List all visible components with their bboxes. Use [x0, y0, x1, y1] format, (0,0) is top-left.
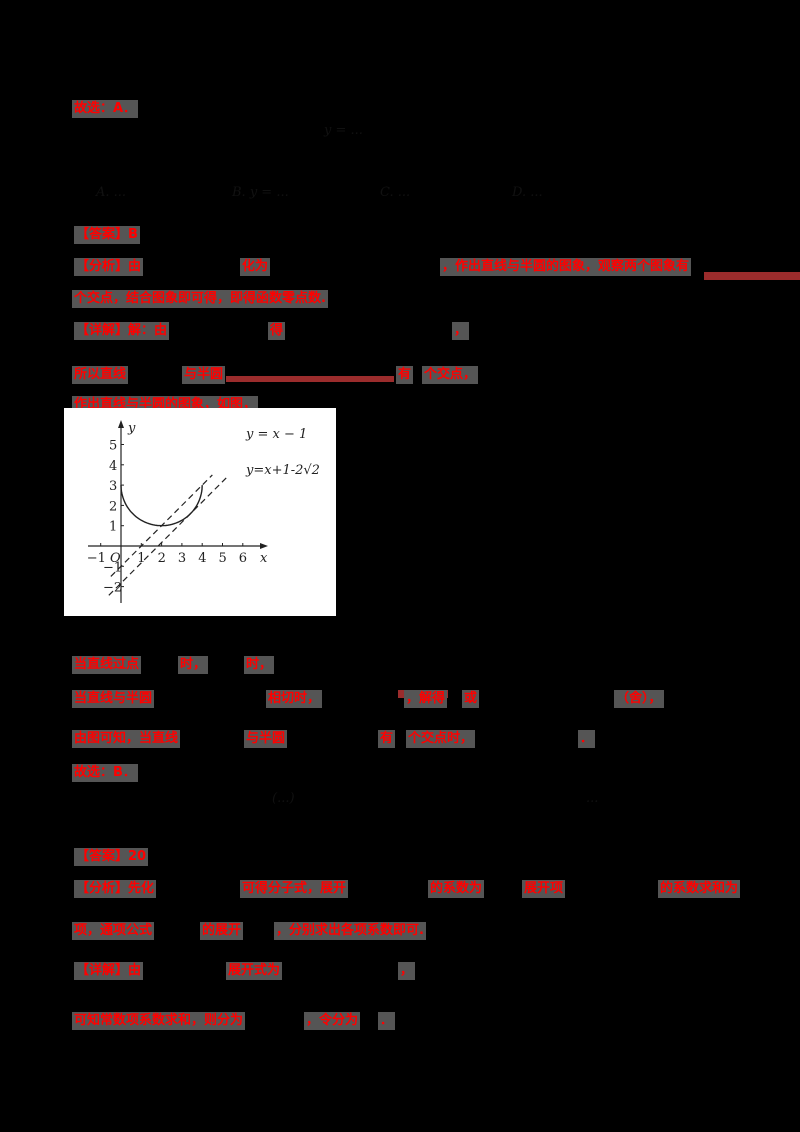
q2-tangent-h: （舍）， — [614, 690, 664, 708]
q2-detail-e: 与半圆 — [182, 366, 226, 384]
q3-analysis-a: 【分析】先化 — [74, 880, 157, 898]
label-line-1: y = x − 1 — [245, 427, 307, 442]
q2-detail-c: ， — [452, 322, 470, 340]
q2-conclusion-c: 有 — [378, 730, 396, 748]
q3-question-tail: ... — [586, 791, 599, 806]
x-tick-label: −1 — [87, 551, 106, 566]
q3-analysis-f: 项，通项公式 — [72, 922, 155, 940]
line-y-x-plus-1-minus-2root2 — [108, 477, 227, 596]
q3-answer: 【答案】20 — [74, 848, 149, 866]
q3-analysis-d: 展开项 — [522, 880, 566, 898]
q2-answer-choice: 故选：B． — [72, 764, 138, 782]
q2-conclusion-a: 由图可知，当直线 — [72, 730, 181, 748]
function-graph: y x O −1 1 2 3 4 5 6 −2 −1 1 2 3 4 5 y = x − 1 y=x+1… — [64, 408, 336, 616]
origin-label: O — [110, 551, 121, 566]
q2-conclusion-e: ． — [578, 730, 596, 748]
y-axis-arrow — [118, 420, 124, 428]
q2-tangent-e: 相切时， — [266, 690, 323, 708]
q2-conclusion-b: 与半圆 — [244, 730, 288, 748]
q2-analysis-c: ，作出直线与半圆的图象，观察两个图象有 — [440, 258, 692, 276]
y-tick-label: 5 — [109, 439, 117, 454]
q3-analysis-e: 的系数求和为 — [658, 880, 741, 898]
x-tick-label: 1 — [137, 551, 145, 566]
q1-option-a: A. ... — [96, 185, 127, 200]
q2-detail-d: 所以直线 — [72, 366, 129, 384]
q3-detail-b: 展开式为 — [226, 962, 283, 980]
q2-tangent-f: ，解得 — [404, 690, 448, 708]
highlight-bar — [704, 272, 800, 280]
line-y-x-minus-1 — [110, 474, 213, 577]
q2-detail-a: 【详解】解：由 — [74, 322, 170, 340]
q3-detail-f: ． — [378, 1012, 396, 1030]
q3-analysis-b: 可得分子式，展开 — [240, 880, 349, 898]
y-tick-label: −2 — [103, 581, 122, 596]
q1-option-d: D. ... — [512, 185, 543, 200]
q2-answer: 【答案】B — [74, 226, 140, 244]
q2-conclusion-d: 个交点时， — [406, 730, 476, 748]
y-axis-label: y — [127, 421, 136, 436]
y-tick-label: 4 — [109, 459, 117, 474]
q1-formula-top: y = ... — [324, 123, 363, 138]
y-tick-label: 2 — [109, 499, 117, 514]
y-tick-label: 3 — [109, 479, 117, 494]
q2-analysis-a: 【分析】由 — [74, 258, 144, 276]
q2-tangent-d: 当直线与半圆 — [72, 690, 155, 708]
q1-answer-choice: 故选：A． — [72, 100, 139, 118]
x-axis-label: x — [260, 551, 268, 566]
q1-option-c: C. ... — [380, 185, 411, 200]
x-tick-label: 4 — [198, 551, 206, 566]
q3-detail-d: 可知常数项系数求和，则分为 — [72, 1012, 246, 1030]
x-tick-label: 5 — [219, 551, 227, 566]
q3-detail-c: ， — [398, 962, 416, 980]
label-line-2: y=x+1-2√2 — [245, 463, 320, 478]
q3-question-formula: (...) — [272, 791, 295, 806]
q3-analysis-g: 的展开 — [200, 922, 244, 940]
highlight-bar — [226, 376, 394, 382]
q3-detail-a: 【详解】由 — [74, 962, 144, 980]
q2-tangent-g: 或 — [462, 690, 480, 708]
x-axis-arrow — [260, 543, 268, 549]
q2-detail-b: 得 — [268, 322, 286, 340]
y-tick-label: −1 — [103, 560, 122, 575]
q2-detail-g: 个交点， — [422, 366, 479, 384]
q3-detail-e: ，令分为 — [304, 1012, 361, 1030]
x-tick-label: 2 — [158, 551, 166, 566]
x-tick-label: 3 — [178, 551, 186, 566]
q2-tangent-b: 时， — [178, 656, 209, 674]
q1-option-b: B. y = ... — [232, 185, 289, 200]
q2-tangent-a: 当直线过点 — [72, 656, 142, 674]
q3-analysis-c: 的系数为 — [428, 880, 485, 898]
q2-tangent-c: 时， — [244, 656, 275, 674]
q3-analysis-h: ，分别求出各项系数即可. — [274, 922, 426, 940]
q2-detail-f: 有 — [396, 366, 414, 384]
semicircle-curve — [120, 485, 203, 527]
y-tick-label: 1 — [109, 520, 117, 535]
q2-analysis-b: 化为 — [240, 258, 271, 276]
x-tick-label: 6 — [239, 551, 247, 566]
q2-analysis-d: 个交点，结合图象即可得，即得函数零点数. — [72, 290, 328, 308]
